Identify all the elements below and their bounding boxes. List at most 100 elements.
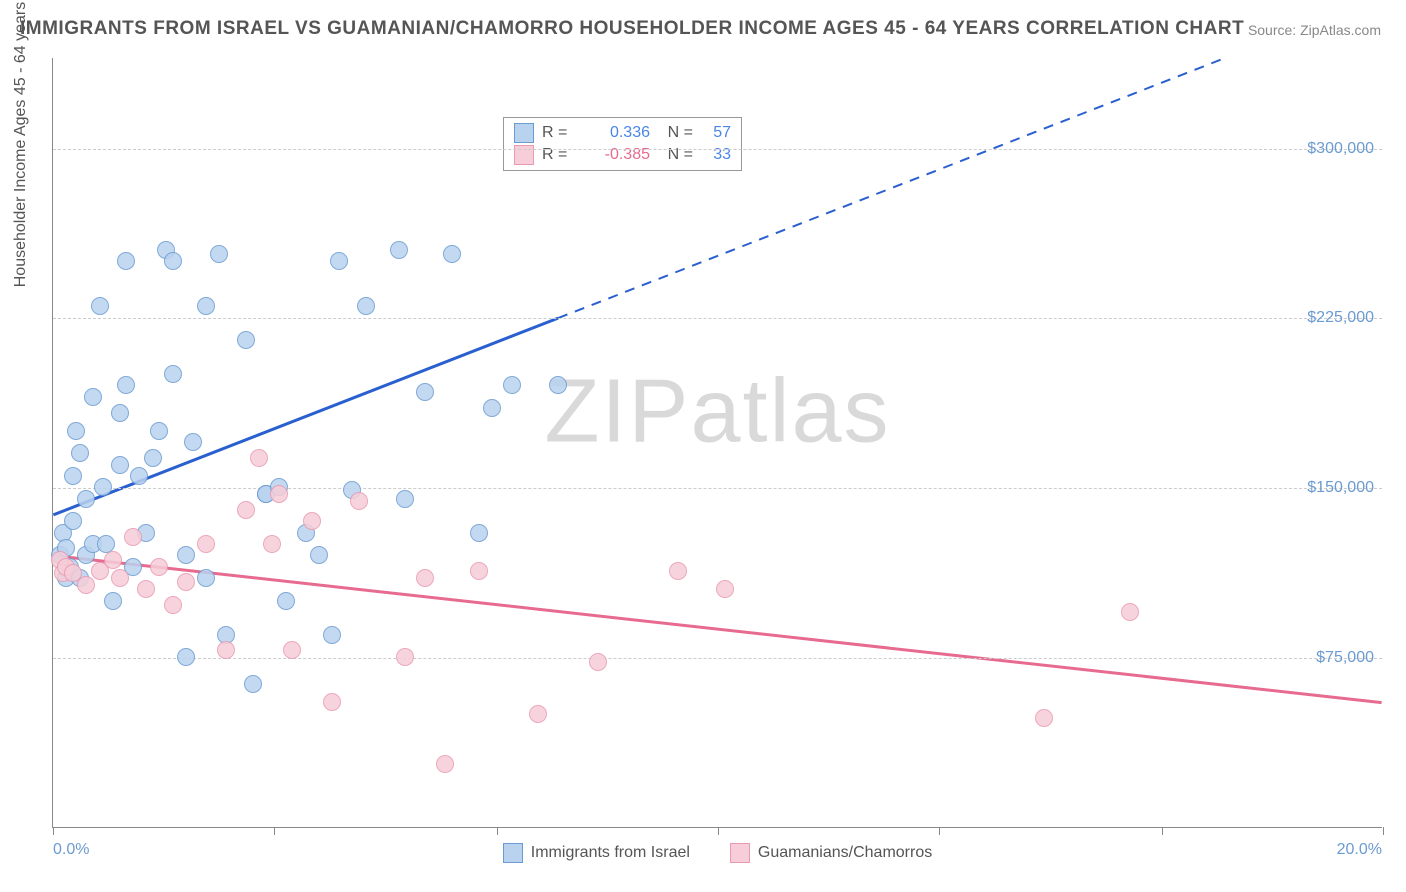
data-point-israel (470, 524, 488, 542)
data-point-israel (323, 626, 341, 644)
y-axis-title: Householder Income Ages 45 - 64 years (12, 2, 30, 288)
data-point-israel (210, 245, 228, 263)
y-tick-label: $225,000 (1307, 309, 1374, 327)
data-point-guam (77, 576, 95, 594)
x-tick (1383, 827, 1384, 835)
data-point-guam (303, 512, 321, 530)
legend-item-guam: Guamanians/Chamorros (730, 843, 932, 863)
data-point-israel (357, 297, 375, 315)
data-point-israel (117, 376, 135, 394)
x-tick (497, 827, 498, 835)
source-label: Source: ZipAtlas.com (1248, 22, 1381, 38)
data-point-israel (396, 490, 414, 508)
x-axis-min-label: 0.0% (53, 841, 89, 859)
legend-r-label: R = (542, 124, 572, 142)
data-point-israel (64, 467, 82, 485)
chart-area: ZIPatlas R = 0.336 N = 57 R = -0.385 N =… (52, 58, 1382, 828)
data-point-guam (1121, 603, 1139, 621)
trendlines (53, 58, 1382, 827)
data-point-israel (416, 383, 434, 401)
y-tick-label: $150,000 (1307, 479, 1374, 497)
data-point-israel (164, 252, 182, 270)
legend-swatch-guam-bottom (730, 843, 750, 863)
data-point-israel (390, 241, 408, 259)
data-point-israel (64, 512, 82, 530)
legend-n-value-israel: 57 (701, 124, 731, 142)
data-point-guam (436, 755, 454, 773)
data-point-israel (177, 546, 195, 564)
chart-title: IMMIGRANTS FROM ISRAEL VS GUAMANIAN/CHAM… (20, 18, 1244, 40)
data-point-israel (150, 422, 168, 440)
legend-swatch-israel (514, 123, 534, 143)
data-point-israel (483, 399, 501, 417)
data-point-israel (177, 648, 195, 666)
data-point-guam (197, 535, 215, 553)
gridline (53, 488, 1382, 489)
data-point-israel (277, 592, 295, 610)
data-point-guam (111, 569, 129, 587)
legend-n-label: N = (658, 124, 693, 142)
data-point-israel (91, 297, 109, 315)
data-point-guam (589, 653, 607, 671)
legend-correlation: R = 0.336 N = 57 R = -0.385 N = 33 (503, 117, 742, 171)
data-point-guam (217, 641, 235, 659)
gridline (53, 658, 1382, 659)
data-point-guam (124, 528, 142, 546)
data-point-israel (164, 365, 182, 383)
x-tick (718, 827, 719, 835)
data-point-guam (470, 562, 488, 580)
data-point-israel (67, 422, 85, 440)
data-point-israel (330, 252, 348, 270)
data-point-israel (244, 675, 262, 693)
legend-row-guam: R = -0.385 N = 33 (514, 144, 731, 166)
data-point-guam (396, 648, 414, 666)
data-point-guam (150, 558, 168, 576)
legend-label-israel: Immigrants from Israel (531, 844, 690, 862)
data-point-israel (184, 433, 202, 451)
data-point-israel (144, 449, 162, 467)
data-point-guam (1035, 709, 1053, 727)
data-point-guam (237, 501, 255, 519)
data-point-israel (104, 592, 122, 610)
data-point-israel (237, 331, 255, 349)
legend-item-israel: Immigrants from Israel (503, 843, 690, 863)
data-point-guam (250, 449, 268, 467)
data-point-guam (283, 641, 301, 659)
data-point-guam (669, 562, 687, 580)
data-point-guam (350, 492, 368, 510)
data-point-guam (104, 551, 122, 569)
data-point-guam (270, 485, 288, 503)
watermark: ZIPatlas (544, 360, 890, 463)
data-point-guam (716, 580, 734, 598)
legend-row-israel: R = 0.336 N = 57 (514, 122, 731, 144)
gridline (53, 149, 1382, 150)
data-point-guam (323, 693, 341, 711)
y-tick-label: $300,000 (1307, 140, 1374, 158)
legend-r-value-israel: 0.336 (580, 124, 650, 142)
watermark-bold: ZIP (544, 361, 690, 461)
data-point-israel (197, 569, 215, 587)
data-point-israel (310, 546, 328, 564)
legend-label-guam: Guamanians/Chamorros (758, 844, 932, 862)
gridline (53, 318, 1382, 319)
data-point-israel (84, 388, 102, 406)
data-point-israel (130, 467, 148, 485)
legend-series: Immigrants from Israel Guamanians/Chamor… (53, 843, 1382, 863)
data-point-israel (77, 490, 95, 508)
legend-swatch-israel-bottom (503, 843, 523, 863)
x-tick (53, 827, 54, 835)
data-point-guam (529, 705, 547, 723)
data-point-israel (111, 456, 129, 474)
x-axis-max-label: 20.0% (1337, 841, 1382, 859)
data-point-guam (263, 535, 281, 553)
data-point-israel (197, 297, 215, 315)
data-point-guam (416, 569, 434, 587)
watermark-thin: atlas (690, 361, 890, 461)
data-point-israel (549, 376, 567, 394)
data-point-israel (94, 478, 112, 496)
x-tick (274, 827, 275, 835)
y-tick-label: $75,000 (1316, 649, 1374, 667)
data-point-israel (443, 245, 461, 263)
x-tick (939, 827, 940, 835)
data-point-israel (503, 376, 521, 394)
